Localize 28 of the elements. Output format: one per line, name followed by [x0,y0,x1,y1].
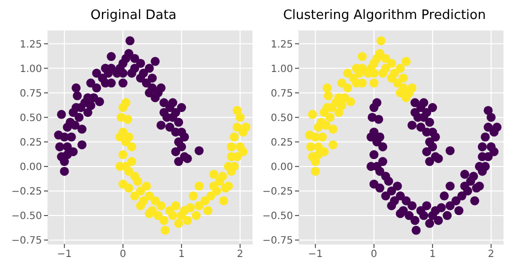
chart-title: Clustering Algorithm Prediction [282,8,487,25]
y-tick-label: −0.25 [262,186,293,198]
x-tick-label: −1 [308,249,323,260]
y-tick-label: 0.75 [20,88,42,100]
x-tick-label: 1 [429,249,436,260]
y-tick-label: 1.25 [270,39,293,50]
y-tick-label: 0.50 [20,112,42,124]
y-tick-label: −0.25 [11,186,42,198]
x-tick-label: 2 [488,249,494,260]
x-tick-label: 0 [370,249,378,260]
y-tick-label: −0.75 [262,236,293,247]
y-tick-label: −0.75 [11,236,42,247]
y-tick-label: 0.50 [270,112,293,124]
x-tick-label: 0 [120,249,126,260]
y-tick-label: 0.25 [270,137,293,148]
y-tick-label: −0.50 [262,211,293,222]
x-tick-label: 2 [236,249,244,260]
x-tick-label: 1 [178,249,185,260]
y-tick-label: 0.00 [270,162,293,173]
y-tick-label: 1.00 [20,64,42,75]
y-tick-label: 0.75 [270,88,293,100]
x-tick-label: −1 [57,249,72,260]
y-tick-label: 0.25 [20,137,42,148]
y-tick-label: −0.50 [11,211,42,222]
y-tick-label: 1.25 [20,39,42,50]
y-tick-label: 0.00 [20,162,42,173]
chart-title: Original Data [89,8,178,25]
y-tick-label: 1.00 [270,64,293,75]
